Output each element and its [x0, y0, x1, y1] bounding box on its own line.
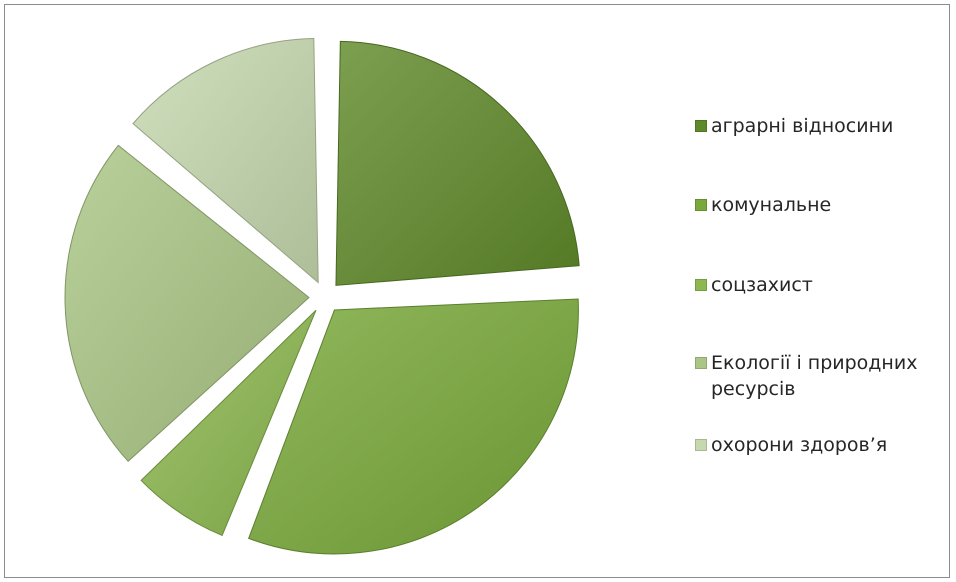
legend-item: комунальне — [695, 192, 947, 218]
pie-slice — [335, 40, 580, 286]
legend-item: соцзахист — [695, 272, 947, 298]
legend-swatch — [695, 357, 707, 369]
legend-swatch — [695, 199, 707, 211]
legend-item: Екології і природних ресурсів — [695, 350, 947, 402]
legend-swatch — [695, 439, 707, 451]
pie-slice — [64, 144, 310, 463]
pie-slice — [248, 298, 579, 555]
pie-slice — [140, 309, 317, 537]
legend-item: аграрні відносини — [695, 113, 947, 139]
chart-area: аграрні відносини комунальне соцзахист Е… — [4, 4, 950, 578]
legend-label: охорони здоров’я — [711, 434, 888, 456]
pie-chart — [64, 38, 580, 555]
legend-label: соцзахист — [711, 274, 813, 296]
legend-label: Екології і природних ресурсів — [711, 352, 918, 400]
pie-slice — [132, 38, 319, 284]
legend-label: комунальне — [711, 194, 832, 216]
legend-swatch — [695, 279, 707, 291]
legend-item: охорони здоров’я — [695, 432, 947, 458]
legend: аграрні відносини комунальне соцзахист Е… — [695, 5, 951, 579]
legend-label: аграрні відносини — [711, 115, 894, 137]
legend-swatch — [695, 120, 707, 132]
